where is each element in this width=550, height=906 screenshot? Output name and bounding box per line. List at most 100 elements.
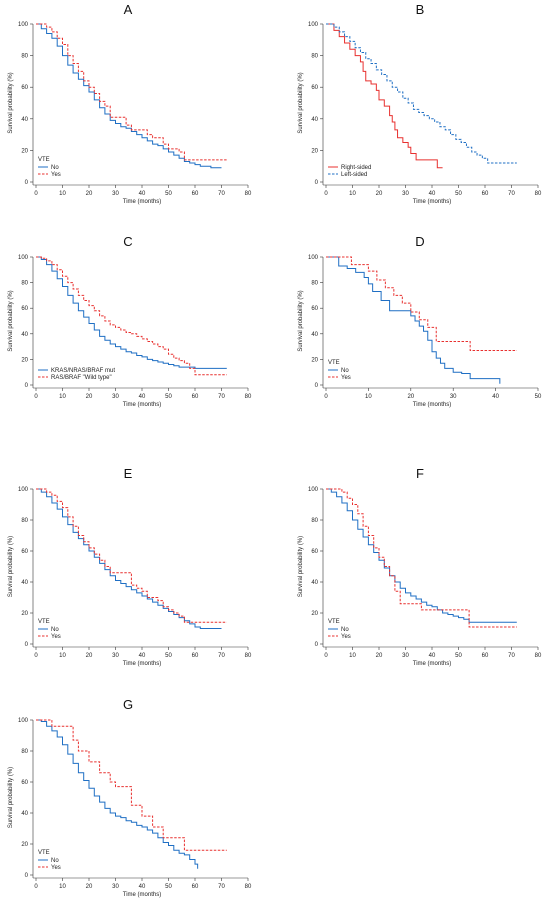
legend-label: No: [51, 627, 59, 633]
x-tick-label: 70: [508, 653, 515, 659]
x-tick-label: 10: [59, 191, 66, 197]
legend-label: Right-sided: [341, 165, 371, 171]
y-tick-label: 60: [21, 85, 28, 91]
y-tick-label: 20: [21, 611, 28, 617]
y-tick-label: 100: [18, 487, 29, 493]
x-tick-label: 10: [365, 394, 372, 400]
y-tick-label: 0: [315, 180, 319, 186]
series-line-1: [326, 488, 517, 628]
chart-panel-c: C 0 20 40 60 80 100 0 10 20 30 40 50 60 70 80 Time (mont…: [8, 234, 252, 408]
x-tick-label: 0: [34, 394, 38, 400]
y-tick-label: 100: [18, 255, 29, 261]
y-tick-label: 0: [25, 873, 29, 879]
x-tick-label: 80: [535, 191, 542, 197]
y-tick-label: 20: [311, 357, 318, 363]
y-tick-label: 100: [308, 22, 319, 28]
y-axis-title: Survival probability (%): [298, 72, 304, 133]
x-tick-label: 40: [139, 394, 146, 400]
series-line-1: [36, 23, 227, 161]
y-tick-label: 40: [21, 117, 28, 123]
series-line-1: [326, 256, 517, 351]
y-tick-label: 100: [18, 22, 29, 28]
x-axis-title: Time (months): [413, 402, 451, 408]
x-tick-label: 30: [112, 394, 119, 400]
x-tick-label: 10: [349, 653, 356, 659]
legend-label: No: [51, 858, 59, 864]
y-tick-label: 20: [21, 842, 28, 848]
x-tick-label: 20: [86, 191, 93, 197]
x-tick-label: 50: [165, 653, 172, 659]
x-tick-label: 20: [86, 394, 93, 400]
chart-panel-b: B 0 20 40 60 80 100 0 10 20 30 40 50 60 70 80 Time (mont…: [298, 2, 542, 205]
x-tick-label: 50: [165, 191, 172, 197]
x-tick-label: 50: [535, 394, 542, 400]
x-axis-title: Time (months): [413, 661, 451, 667]
x-axis-title: Time (months): [123, 199, 161, 205]
y-tick-label: 20: [21, 357, 28, 363]
x-tick-label: 10: [349, 191, 356, 197]
y-tick-label: 100: [18, 718, 29, 724]
x-tick-label: 60: [192, 191, 199, 197]
y-tick-label: 20: [21, 148, 28, 154]
x-tick-label: 30: [402, 653, 409, 659]
y-tick-label: 80: [311, 518, 318, 524]
x-tick-label: 60: [192, 653, 199, 659]
series-line-0: [326, 488, 517, 623]
chart-panel-f: F 0 20 40 60 80 100 0 10 20 30 40 50 60 70 80 Time (mont…: [298, 466, 542, 667]
x-tick-label: 50: [455, 191, 462, 197]
y-tick-label: 40: [21, 332, 28, 338]
y-tick-label: 80: [21, 518, 28, 524]
x-tick-label: 20: [376, 191, 383, 197]
legend-label: Yes: [51, 865, 61, 871]
x-tick-label: 10: [59, 653, 66, 659]
x-tick-label: 50: [455, 653, 462, 659]
x-tick-label: 20: [86, 653, 93, 659]
legend-label: No: [341, 627, 349, 633]
series-line-0: [36, 719, 199, 869]
legend-title: VTE: [38, 619, 50, 625]
legend-label: No: [51, 165, 59, 171]
legend-label: RAS/BRAF "Wild type": [51, 375, 112, 381]
chart-panel-d: D 0 20 40 60 80 100 0 10 20 30 40 50 Time (months) Sur…: [298, 234, 542, 408]
x-tick-label: 80: [245, 394, 252, 400]
y-tick-label: 80: [311, 54, 318, 60]
panel-letter: D: [415, 234, 424, 249]
x-tick-label: 10: [59, 884, 66, 890]
panel-letter: B: [416, 2, 425, 17]
x-axis-title: Time (months): [123, 661, 161, 667]
y-tick-label: 100: [308, 487, 319, 493]
y-tick-label: 60: [311, 306, 318, 312]
x-axis-title: Time (months): [123, 892, 161, 898]
x-tick-label: 60: [192, 884, 199, 890]
x-tick-label: 0: [324, 394, 328, 400]
x-tick-label: 70: [218, 884, 225, 890]
y-tick-label: 40: [21, 811, 28, 817]
y-axis-title: Survival probability (%): [8, 767, 14, 828]
y-tick-label: 40: [311, 332, 318, 338]
x-tick-label: 40: [429, 653, 436, 659]
panel-letter: G: [123, 697, 133, 712]
panel-letter: E: [124, 466, 133, 481]
x-tick-label: 80: [535, 653, 542, 659]
x-tick-label: 0: [324, 191, 328, 197]
x-tick-label: 0: [34, 653, 38, 659]
y-tick-label: 40: [21, 580, 28, 586]
panel-letter: A: [124, 2, 133, 17]
x-tick-label: 0: [34, 884, 38, 890]
y-axis-title: Survival probability (%): [298, 290, 304, 351]
series-line-0: [36, 488, 222, 629]
x-axis-title: Time (months): [413, 199, 451, 205]
series-line-0: [36, 23, 222, 169]
x-tick-label: 60: [192, 394, 199, 400]
x-tick-label: 40: [139, 191, 146, 197]
x-tick-label: 70: [218, 191, 225, 197]
x-tick-label: 30: [112, 653, 119, 659]
y-tick-label: 20: [311, 148, 318, 154]
y-tick-label: 40: [311, 580, 318, 586]
y-tick-label: 0: [25, 642, 29, 648]
x-tick-label: 30: [112, 884, 119, 890]
y-axis-title: Survival probability (%): [8, 72, 14, 133]
x-tick-label: 50: [165, 884, 172, 890]
